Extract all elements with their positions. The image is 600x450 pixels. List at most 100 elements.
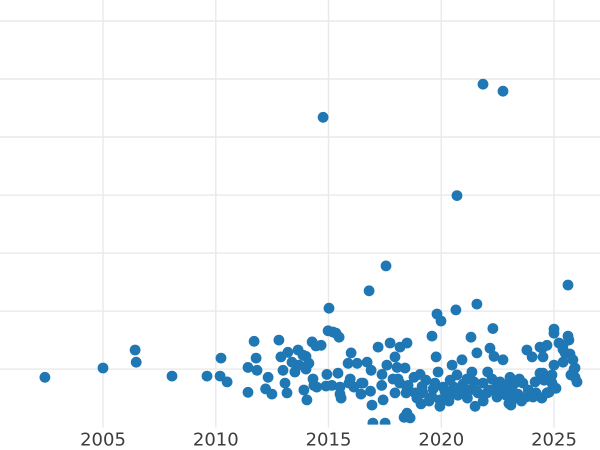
data-point bbox=[342, 357, 354, 369]
data-point bbox=[377, 394, 389, 406]
data-point bbox=[242, 386, 254, 398]
x-axis-tick-labels: 2005 2010 2015 2020 2025 bbox=[80, 430, 577, 450]
data-point bbox=[332, 367, 344, 379]
data-point bbox=[317, 111, 329, 123]
data-point bbox=[404, 412, 416, 424]
data-point bbox=[469, 400, 481, 412]
data-point bbox=[250, 352, 262, 364]
data-point bbox=[311, 381, 323, 393]
data-point bbox=[513, 373, 525, 385]
data-point bbox=[333, 331, 345, 343]
data-point bbox=[488, 351, 500, 362]
data-point bbox=[507, 385, 518, 397]
data-point bbox=[402, 380, 414, 391]
data-point bbox=[451, 369, 463, 381]
data-point bbox=[303, 357, 315, 369]
data-point bbox=[215, 352, 227, 364]
data-point bbox=[242, 362, 254, 373]
data-point bbox=[432, 366, 444, 378]
data-point bbox=[130, 356, 142, 368]
data-point bbox=[471, 298, 483, 310]
data-point bbox=[335, 392, 347, 404]
data-point bbox=[450, 304, 462, 316]
data-point bbox=[381, 359, 393, 371]
data-point bbox=[351, 357, 363, 369]
data-point bbox=[446, 359, 458, 371]
data-point bbox=[451, 190, 463, 202]
data-point bbox=[457, 378, 469, 390]
data-point bbox=[355, 388, 367, 400]
data-point bbox=[391, 362, 403, 373]
data-point bbox=[321, 369, 333, 380]
data-point bbox=[221, 376, 233, 388]
data-point bbox=[315, 339, 327, 351]
data-point bbox=[487, 323, 499, 334]
x-tick-label: 2010 bbox=[193, 430, 239, 450]
data-point bbox=[380, 260, 392, 272]
data-point bbox=[345, 347, 357, 359]
data-point bbox=[565, 369, 577, 381]
data-point bbox=[372, 341, 384, 353]
data-point bbox=[448, 381, 460, 393]
data-point bbox=[273, 334, 285, 346]
data-point bbox=[361, 356, 373, 368]
data-point bbox=[426, 330, 438, 342]
data-point bbox=[389, 387, 401, 399]
data-point bbox=[477, 395, 489, 407]
data-point bbox=[326, 380, 338, 391]
data-point bbox=[365, 385, 376, 397]
data-point bbox=[468, 376, 480, 388]
data-point bbox=[562, 279, 574, 291]
data-point bbox=[423, 395, 435, 407]
data-point bbox=[471, 385, 482, 397]
data-point bbox=[430, 351, 442, 363]
data-point bbox=[516, 395, 527, 407]
data-point bbox=[262, 371, 274, 383]
data-point bbox=[277, 364, 289, 376]
data-point bbox=[471, 347, 483, 359]
data-point bbox=[97, 362, 109, 374]
data-point bbox=[323, 302, 335, 314]
data-point bbox=[282, 346, 294, 358]
x-tick-label: 2015 bbox=[306, 430, 352, 450]
data-point bbox=[427, 383, 439, 395]
data-point bbox=[363, 285, 375, 297]
data-point bbox=[376, 369, 388, 380]
data-point bbox=[39, 371, 51, 383]
data-point bbox=[550, 382, 562, 394]
data-point bbox=[251, 364, 263, 376]
data-point bbox=[526, 351, 538, 363]
data-point bbox=[298, 384, 310, 396]
data-point bbox=[307, 373, 319, 385]
data-point bbox=[394, 377, 406, 389]
data-point bbox=[557, 356, 569, 368]
x-tick-label: 2005 bbox=[80, 430, 126, 450]
data-point bbox=[536, 392, 548, 404]
data-point bbox=[548, 359, 560, 371]
data-point bbox=[435, 315, 447, 327]
data-point bbox=[497, 85, 509, 97]
data-point bbox=[416, 381, 428, 392]
data-point bbox=[366, 399, 378, 411]
data-point bbox=[484, 342, 496, 354]
data-point bbox=[129, 344, 141, 356]
data-point bbox=[465, 331, 477, 343]
data-point bbox=[301, 394, 313, 406]
data-point bbox=[389, 351, 401, 363]
data-point bbox=[541, 339, 553, 351]
data-point bbox=[344, 373, 356, 385]
data-point bbox=[548, 327, 560, 339]
data-point bbox=[279, 377, 291, 389]
data-point bbox=[443, 395, 455, 407]
data-point bbox=[545, 374, 557, 386]
data-point bbox=[462, 392, 473, 404]
data-point bbox=[477, 377, 489, 389]
data-point bbox=[281, 387, 293, 399]
data-point bbox=[537, 351, 549, 363]
x-tick-label: 2025 bbox=[531, 430, 577, 450]
data-points-layer bbox=[39, 78, 583, 425]
data-point bbox=[456, 354, 468, 366]
data-point bbox=[439, 385, 451, 397]
